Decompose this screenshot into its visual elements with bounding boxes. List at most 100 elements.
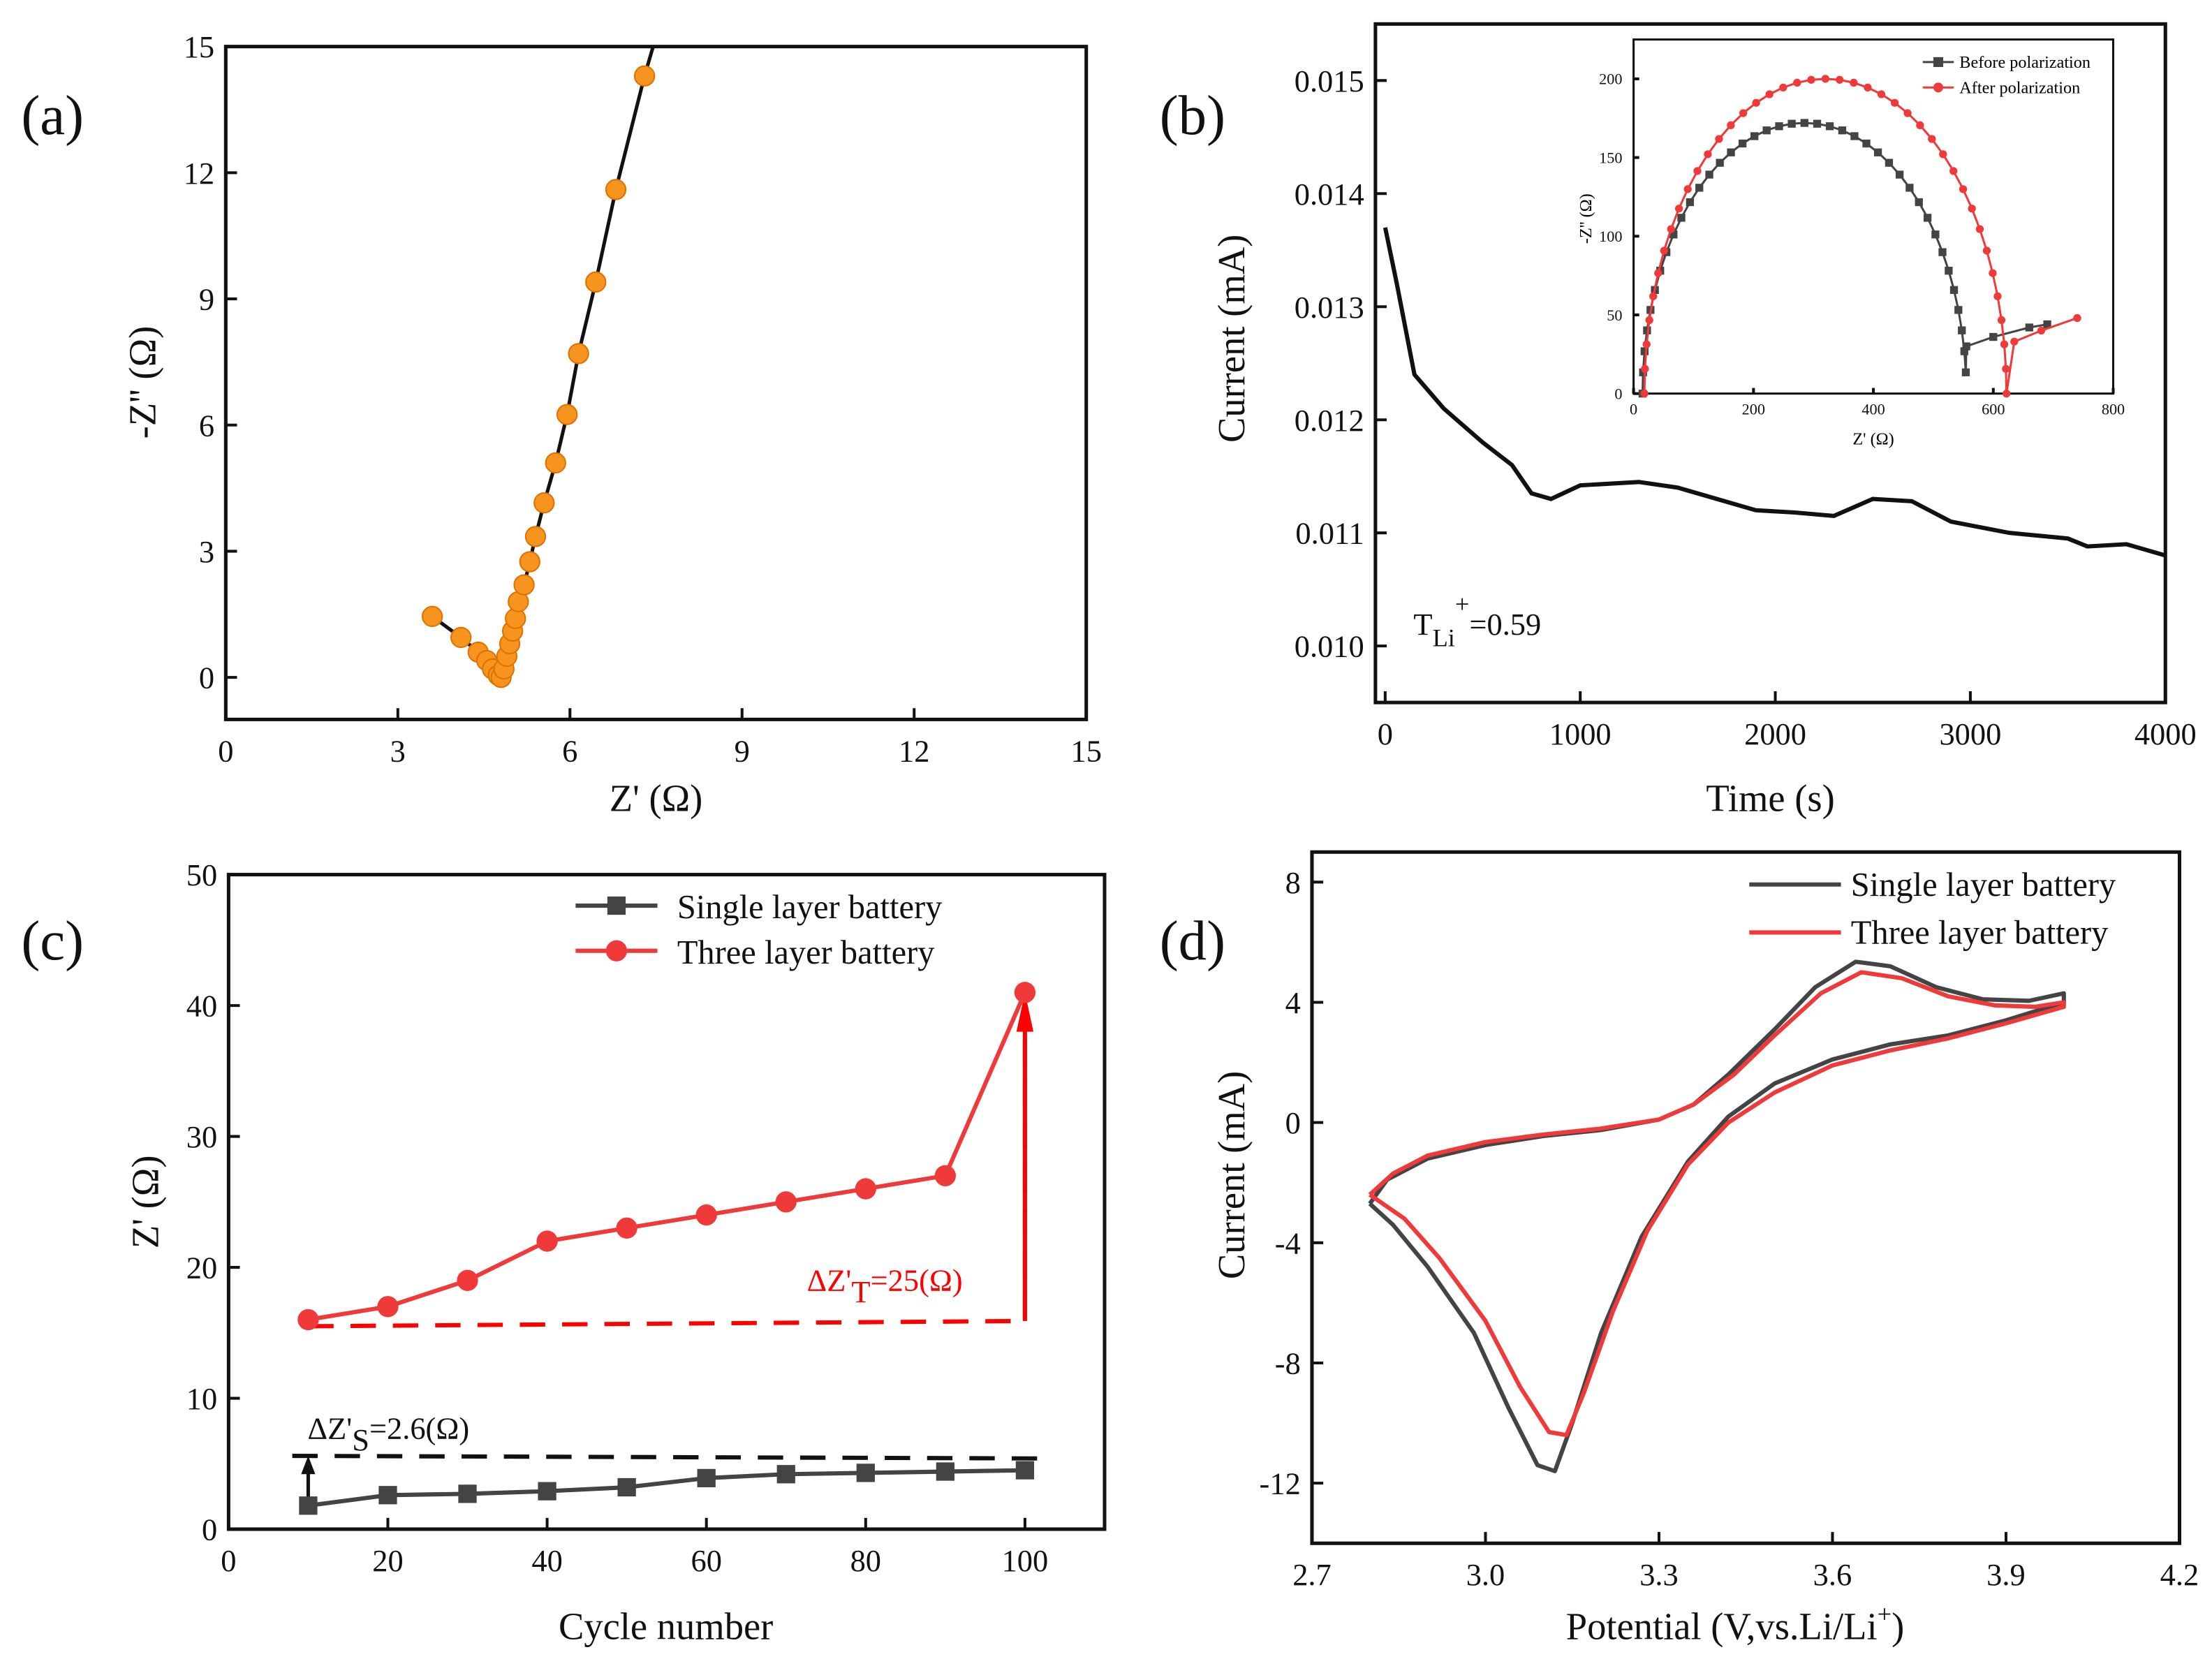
x-tick-label: 0 (1378, 716, 1393, 751)
x-tick-label: 3000 (1939, 716, 2001, 751)
y-tick-label: 8 (1285, 865, 1301, 900)
inset-data-point (1641, 364, 1649, 373)
annotation-sub: T (851, 1274, 870, 1309)
data-point (695, 1204, 717, 1226)
inset-data-point (1716, 159, 1724, 167)
inset-data-point (1864, 83, 1872, 92)
data-point (524, 526, 547, 547)
delta-t-annotation: ΔZ'T=25(Ω) (807, 1263, 963, 1309)
x-tick-label: 3 (390, 733, 406, 768)
inset-data-point (1762, 126, 1771, 135)
inset-data-point (2002, 364, 2010, 373)
panel-label-c: (c) (21, 910, 84, 972)
y-tick-label: 9 (199, 282, 214, 317)
inset-data-point (1667, 225, 1675, 233)
data-point (536, 1230, 558, 1252)
x-tick-label: 400 (1861, 401, 1885, 418)
inset-data-point (1939, 150, 1947, 159)
inset-data-point (1962, 342, 1970, 351)
inset-data-point (1885, 159, 1894, 167)
x-axis-label: Time (s) (1706, 777, 1834, 820)
inset-data-point (1705, 170, 1713, 179)
x-tick-label: 4000 (2134, 716, 2197, 751)
y-tick-label: 0.015 (1295, 64, 1364, 98)
x-tick-label: 2.7 (1292, 1557, 1332, 1592)
x-tick-label: 60 (691, 1543, 721, 1578)
y-tick-label: 50 (186, 857, 217, 892)
data-point (856, 1464, 875, 1482)
y-tick-label: 0 (1614, 385, 1622, 402)
inset-data-point (1813, 119, 1822, 128)
inset-data-point (1715, 135, 1723, 143)
x-tick-label: 3.3 (1639, 1557, 1679, 1592)
y-tick-label: -8 (1275, 1346, 1301, 1381)
x-tick-label: 9 (735, 733, 750, 768)
x-tick-label: 0 (218, 733, 233, 768)
legend-label: Before polarization (1959, 53, 2091, 72)
inset-data-point (1642, 340, 1651, 348)
inset-data-point (2010, 337, 2019, 346)
legend-marker (607, 896, 626, 915)
inset-data-point (1960, 347, 1968, 355)
data-point (450, 626, 472, 649)
series-line (307, 992, 1027, 1322)
inset-series-line (1643, 78, 2078, 394)
data-point (585, 271, 607, 293)
inset-data-point (1660, 246, 1668, 255)
inset-data-point (1793, 78, 1801, 87)
delta-s-dashed-line (292, 1454, 1049, 1461)
annotation-rest: =2.6(Ω) (369, 1411, 469, 1446)
x-tick-label: 0 (221, 1543, 236, 1578)
inset-data-point (1752, 98, 1760, 107)
data-point (519, 551, 540, 573)
y-axis-label: Z' (Ω) (124, 1156, 166, 1249)
inset-data-point (2043, 320, 2051, 329)
inset-data-point (1677, 214, 1686, 222)
inset-data-point (1989, 332, 1998, 341)
data-point (936, 1462, 954, 1481)
data-point (378, 1486, 397, 1505)
x-tick-label: 40 (531, 1543, 562, 1578)
y-tick-label: 10 (186, 1381, 217, 1416)
inset-data-point (1968, 205, 1976, 213)
x-tick-label: 6 (562, 733, 577, 768)
x-tick-label: 4.2 (2160, 1557, 2199, 1592)
y-tick-label: 50 (1607, 307, 1622, 324)
data-point (934, 1165, 957, 1186)
inset-data-point (1654, 269, 1662, 277)
inset-data-point (1695, 184, 1704, 192)
y-tick-label: -4 (1275, 1225, 1301, 1260)
inset-data-point (1669, 230, 1678, 239)
inset-data-point (1890, 98, 1899, 107)
y-tick-label: 0.010 (1295, 629, 1364, 664)
inset-data-point (1850, 132, 1859, 140)
inset-data-point (1649, 292, 1658, 301)
series-line (308, 1468, 1025, 1508)
data-point (421, 605, 443, 627)
panel-label-a: (a) (21, 84, 84, 147)
data-point (457, 1269, 478, 1291)
y-tick-label: 0.012 (1295, 403, 1364, 438)
inset-data-point (1997, 316, 2006, 325)
inset-data-point (1982, 246, 1991, 255)
inset-data-point (1640, 347, 1649, 355)
y-tick-label: -12 (1260, 1466, 1301, 1501)
x-tick-label: 600 (1982, 401, 2005, 418)
data-point (616, 1217, 637, 1239)
legend-marker (1933, 57, 1944, 67)
x-tick-label: 0 (1630, 401, 1637, 418)
inset-data-point (1787, 119, 1796, 128)
inset-data-point (1903, 109, 1912, 117)
data-point (1015, 1461, 1035, 1480)
inset-data-point (1825, 122, 1834, 131)
inset-data-point (2003, 390, 2011, 398)
inset-data-point (1765, 90, 1774, 98)
arrow-head (1016, 992, 1034, 1032)
y-tick-label: 0 (1285, 1105, 1301, 1140)
legend-label: Single layer battery (1851, 867, 2116, 904)
y-tick-label: 0.011 (1295, 516, 1364, 551)
x-tick-label: 15 (1070, 733, 1101, 768)
inset-data-point (1850, 78, 1858, 87)
inset-data-point (1961, 368, 1970, 376)
